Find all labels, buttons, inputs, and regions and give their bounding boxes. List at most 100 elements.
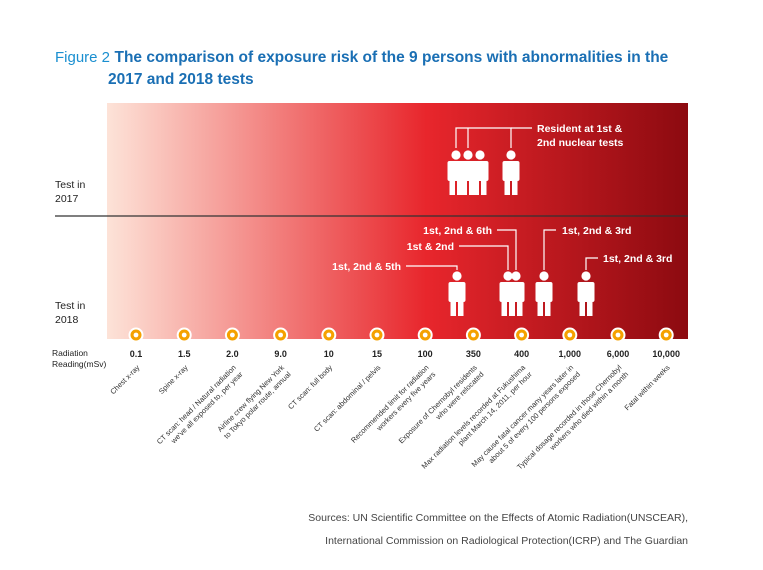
callout-leader-2018 <box>585 257 598 270</box>
description-line: Chest x-ray <box>108 363 141 396</box>
row-label-line2: 2018 <box>55 314 79 326</box>
person-leg-left <box>461 180 467 195</box>
callout-label-2018: 1st, 2nd & 6th <box>423 225 492 237</box>
reading-value: 1.5 <box>178 349 191 359</box>
reading-value: 6,000 <box>607 349 630 359</box>
person-leg-right <box>517 301 523 316</box>
sources-note: Sources: UN Scientific Committee on the … <box>308 507 688 553</box>
person-icon-2018 <box>577 271 595 316</box>
reading-value: 1,000 <box>559 349 582 359</box>
person-torso <box>577 282 595 302</box>
description-line: Fatal within weeks <box>623 363 672 412</box>
person-torso <box>535 282 553 302</box>
callout-label-2018: 1st & 2nd <box>407 241 454 253</box>
person-leg-right <box>469 180 475 195</box>
reading-value: 10,000 <box>652 349 680 359</box>
person-icon-2017 <box>471 150 489 195</box>
person-head <box>511 271 521 281</box>
reading-marker-dot <box>615 332 621 338</box>
callout-label-2017-line1: Resident at 1st & <box>537 123 623 135</box>
person-leg-right <box>545 301 551 316</box>
reading-value: 2.0 <box>226 349 239 359</box>
callout-bracket-2017 <box>455 127 512 148</box>
reading-description: Fatal within weeks <box>623 363 672 412</box>
callout-label-2018: 1st, 2nd & 5th <box>332 261 401 273</box>
reading-marker-dot <box>230 332 235 338</box>
reading-marker-dot <box>663 332 669 338</box>
person-head <box>581 271 591 281</box>
description-line: Spine x-ray <box>157 363 190 396</box>
person-leg-right <box>587 301 593 316</box>
reading-description: Spine x-ray <box>157 363 190 396</box>
reading-value: 10 <box>324 349 334 359</box>
person-leg-right <box>481 180 487 195</box>
person-torso <box>502 161 520 181</box>
person-leg-left <box>473 180 479 195</box>
reading-description: Chest x-ray <box>108 363 141 396</box>
reading-value: 350 <box>466 349 481 359</box>
sources-line2: International Commission on Radiological… <box>325 535 688 547</box>
person-leg-left <box>501 301 507 316</box>
person-leg-left <box>449 180 455 195</box>
reading-marker-dot <box>519 332 524 338</box>
axis-label-line2: Reading(mSv) <box>52 359 106 369</box>
reading-value: 9.0 <box>274 349 287 359</box>
row-label-line1: Test in <box>55 300 86 312</box>
person-head <box>503 271 513 281</box>
person-head <box>451 150 461 160</box>
row-label-line1: Test in <box>55 179 86 191</box>
person-icon-2017 <box>502 150 520 195</box>
description-line: CT scan: full body <box>286 363 334 411</box>
person-leg-right <box>457 180 463 195</box>
figure-title-line2: 2017 and 2018 tests <box>108 71 254 88</box>
reading-value: 100 <box>418 349 433 359</box>
reading-marker-dot <box>374 332 380 338</box>
callout-leader-2018 <box>459 245 509 270</box>
callout-label-2017-line2: 2nd nuclear tests <box>537 137 624 149</box>
figure-title-block: Figure 2 The comparison of exposure risk… <box>55 48 755 88</box>
reading-value: 15 <box>372 349 382 359</box>
person-leg-right <box>512 180 518 195</box>
figure-title-line1: The comparison of exposure risk of the 9… <box>114 49 669 66</box>
sources-line1: Sources: UN Scientific Committee on the … <box>308 512 688 524</box>
callout-leader-2018 <box>497 229 517 270</box>
person-icon-2018 <box>535 271 553 316</box>
person-head <box>452 271 462 281</box>
axis-label-line1: Radiation <box>52 348 88 358</box>
person-torso <box>448 282 466 302</box>
figure-label: Figure 2 <box>55 49 111 66</box>
person-leg-right <box>458 301 464 316</box>
callout-label-2018: 1st, 2nd & 3rd <box>603 253 672 265</box>
description-line: Recommended limit for radiation <box>349 363 431 445</box>
person-leg-left <box>579 301 585 316</box>
reading-marker-dot <box>471 332 476 338</box>
reading-marker-dot <box>278 332 283 338</box>
reading-value: 400 <box>514 349 529 359</box>
person-head <box>506 150 516 160</box>
person-torso <box>471 161 489 181</box>
description-line: workers every five years <box>374 370 438 434</box>
reading-description: CT scan: full body <box>286 363 334 411</box>
person-leg-left <box>537 301 543 316</box>
reading-value: 0.1 <box>130 349 143 359</box>
reading-marker-dot <box>133 332 139 338</box>
callout-label-2018: 1st, 2nd & 3rd <box>562 225 631 237</box>
reading-marker-dot <box>567 332 573 338</box>
reading-marker-dot <box>326 332 332 338</box>
reading-marker-dot <box>181 332 187 338</box>
person-icon-2018 <box>448 271 466 316</box>
person-leg-left <box>509 301 515 316</box>
person-head <box>539 271 549 281</box>
reading-marker-dot <box>422 332 428 338</box>
person-torso <box>507 282 525 302</box>
exposure-chart: Test in 2017 Test in 2018 RadiationReading(m… <box>52 103 688 471</box>
callout-leader-2018 <box>543 229 556 270</box>
person-leg-left <box>504 180 510 195</box>
person-head <box>463 150 473 160</box>
row-label-line2: 2017 <box>55 193 79 205</box>
person-leg-left <box>450 301 456 316</box>
person-icon-2018 <box>507 271 525 316</box>
person-head <box>475 150 485 160</box>
callout-leader-2018 <box>406 265 458 270</box>
